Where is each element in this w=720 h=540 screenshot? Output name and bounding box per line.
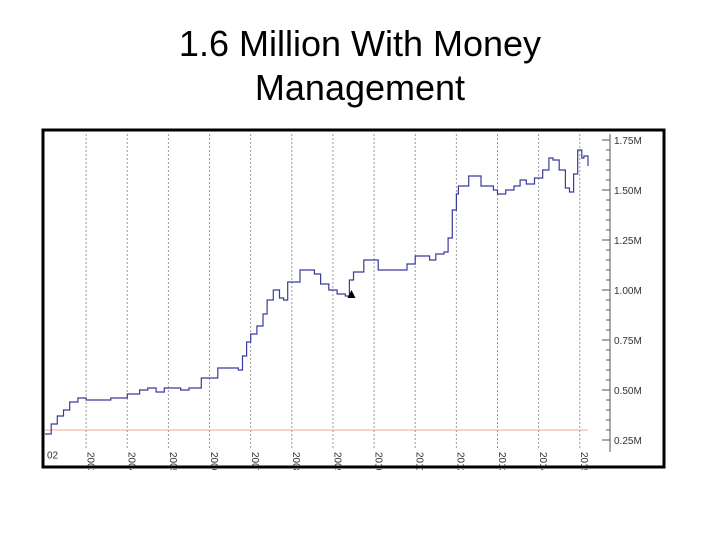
x-tick-label: 2013 xyxy=(496,452,507,470)
series-line xyxy=(45,149,589,435)
y-tick-label: 1.25M xyxy=(614,236,642,247)
x-tick-label: 2011 xyxy=(414,452,425,470)
y-tick-label: 0.25M xyxy=(614,436,642,447)
y-tick-label: 0.50M xyxy=(614,386,642,397)
slide-title-line-1: 1.6 Million With Money xyxy=(178,23,542,64)
grid-layer xyxy=(85,134,581,450)
slide-title-line-2: Management xyxy=(254,67,466,108)
x-tick-label: 2004 xyxy=(126,452,137,470)
x-tick-label: 2015 xyxy=(578,452,589,470)
plot-frame xyxy=(41,128,666,469)
x-tick-label: 2006 xyxy=(208,452,219,470)
y-tick-label: 1.00M xyxy=(614,286,642,297)
x-tick-label: 2010 xyxy=(372,452,383,470)
trade-marker-triangle xyxy=(347,290,356,298)
x-tick-label: 2005 xyxy=(167,452,178,470)
x-tick-label: 02 xyxy=(47,451,59,462)
axis-layer: 02 2003 2004 2005 2006 2007 2008 2009 2010 2011 20… xyxy=(47,134,642,470)
y-tick-label: 1.50M xyxy=(614,186,642,197)
x-tick-label: 2007 xyxy=(249,452,260,470)
x-tick-label: 2003 xyxy=(84,452,95,470)
slide-title: 1.6 Million With Money Management xyxy=(0,22,720,110)
x-tick-label: 2009 xyxy=(331,452,342,470)
x-tick-label: 2008 xyxy=(290,452,301,470)
y-tick-label: 1.75M xyxy=(614,136,642,147)
series-layer xyxy=(45,149,589,435)
equity-curve-chart: 02 2003 2004 2005 2006 2007 2008 2009 2010 2011 20… xyxy=(41,128,666,470)
marker-layer xyxy=(347,290,356,298)
x-tick-label: 2014 xyxy=(537,452,548,470)
x-tick-label: 2012 xyxy=(455,452,466,470)
y-tick-label: 0.75M xyxy=(614,336,642,347)
